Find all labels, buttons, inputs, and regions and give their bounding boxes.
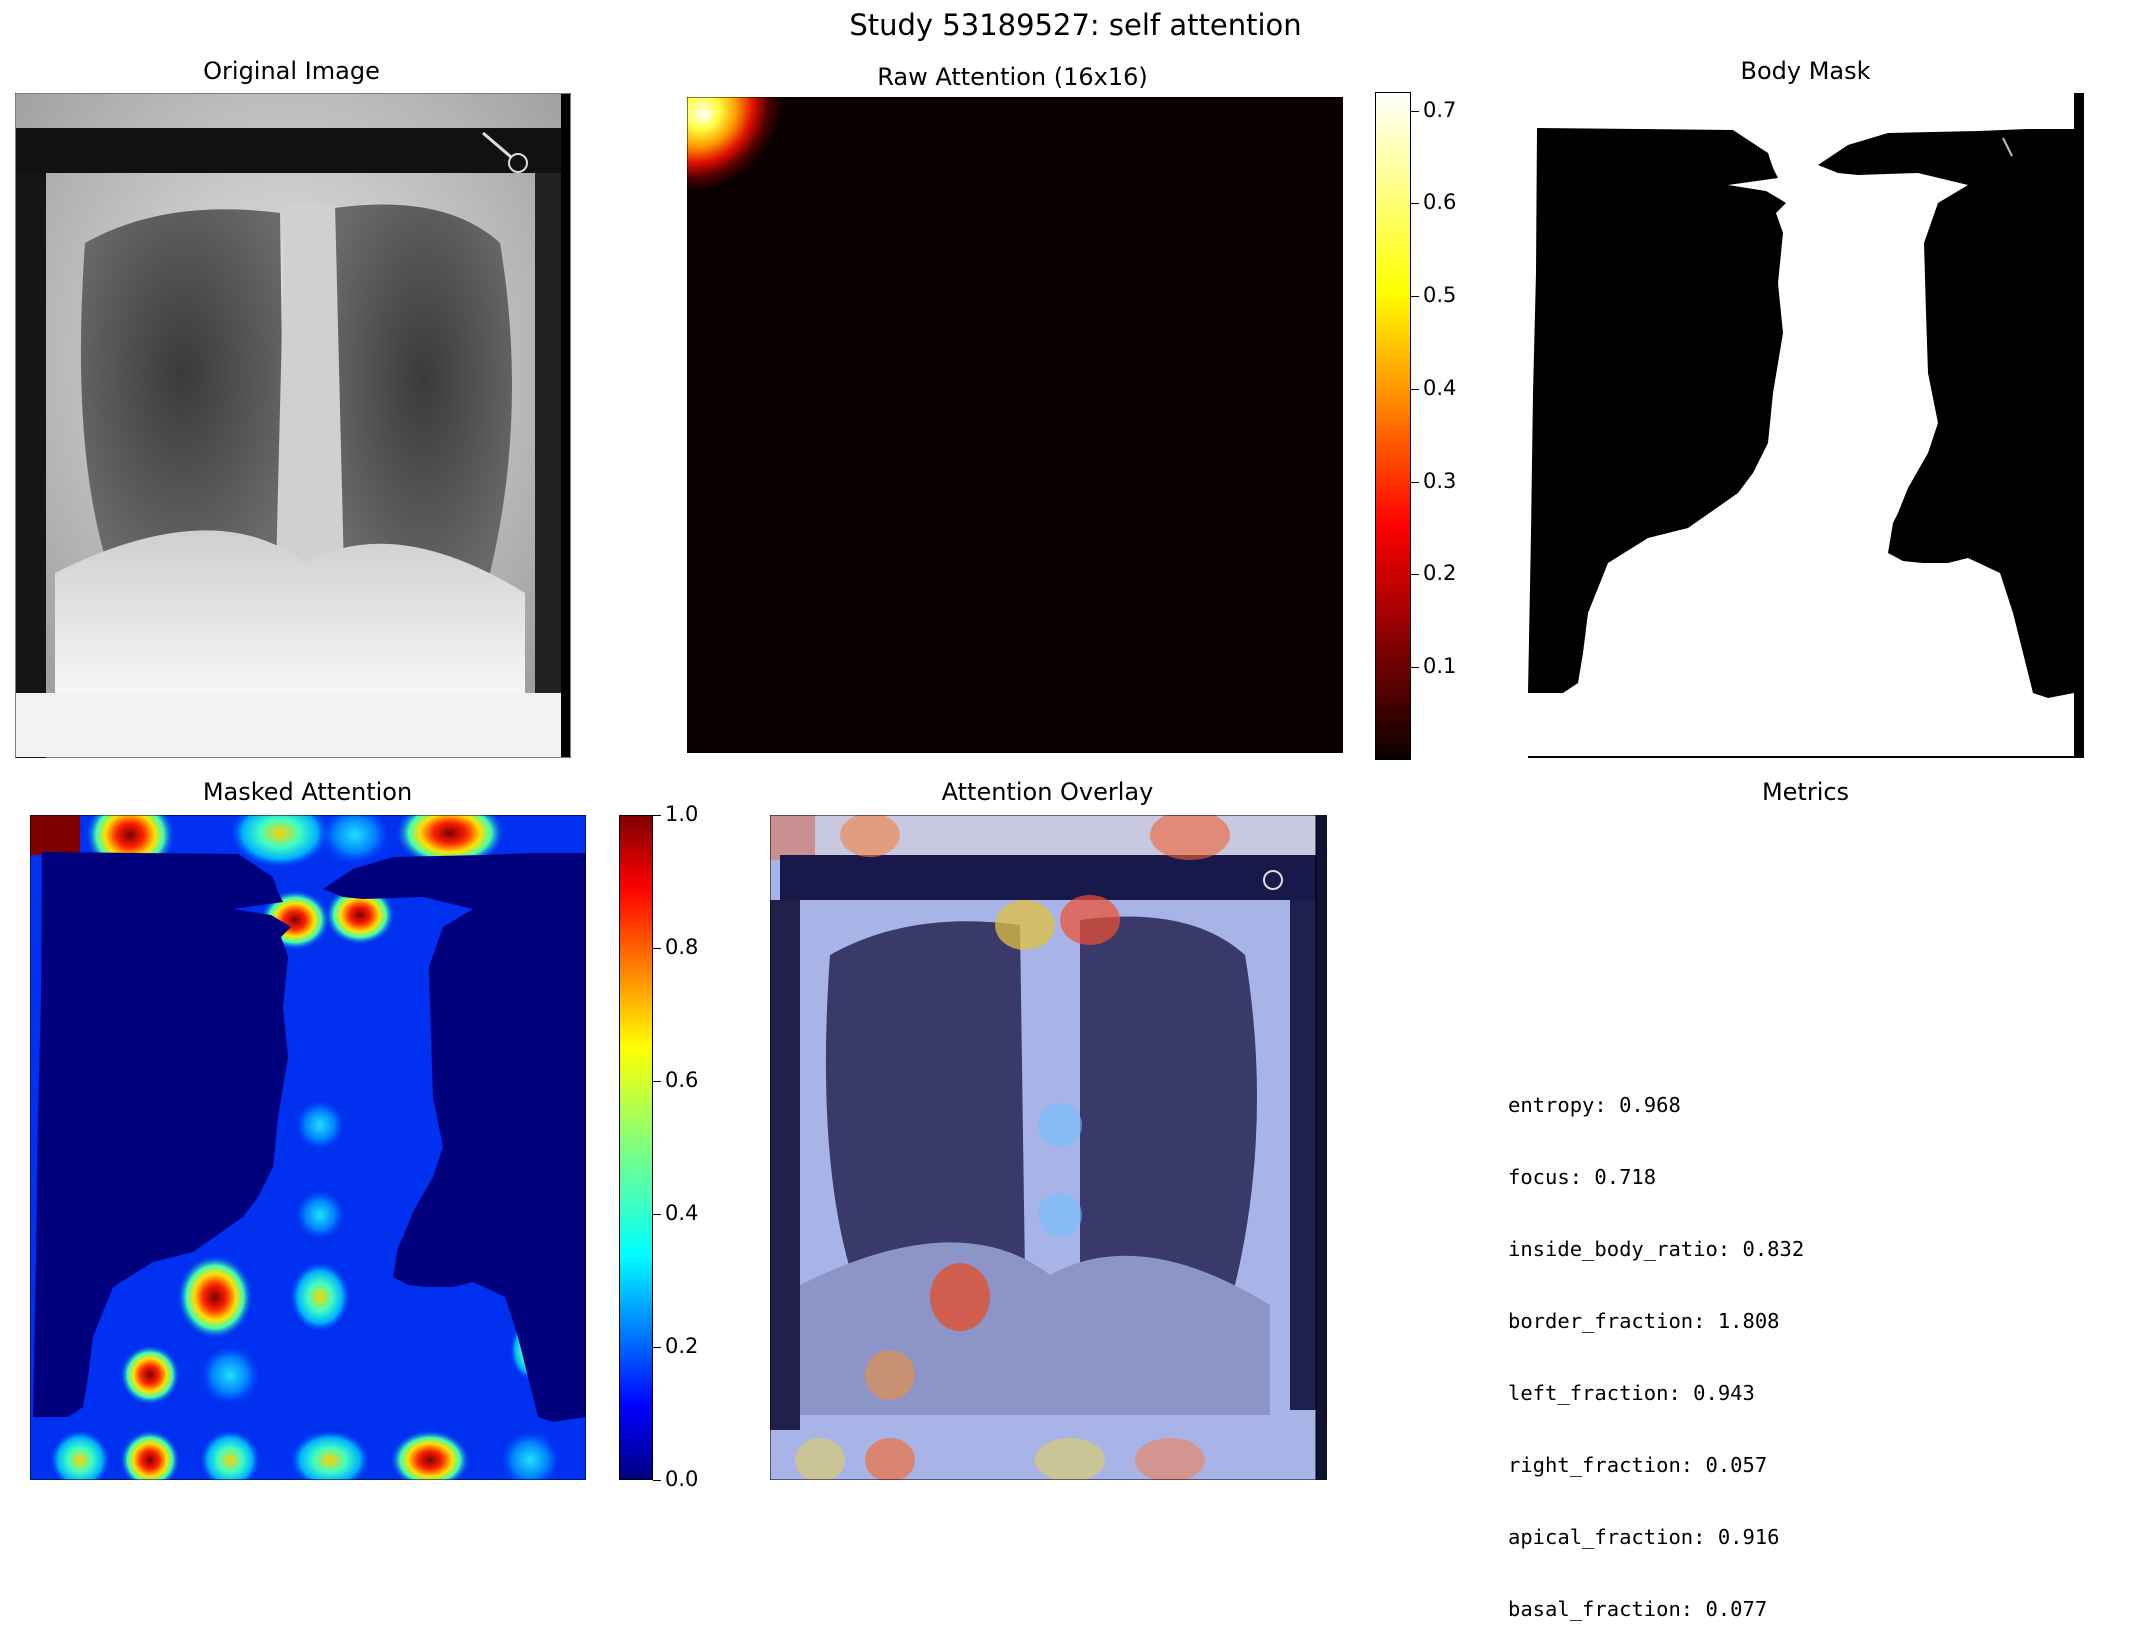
colorbar-tickmark bbox=[653, 1214, 661, 1215]
body-mask-title: Body Mask bbox=[1740, 57, 1871, 85]
original-image bbox=[15, 93, 571, 758]
original-image-title: Original Image bbox=[203, 57, 380, 85]
colorbar-tickmark bbox=[653, 1480, 661, 1481]
colorbar-tick-label: 0.2 bbox=[1423, 561, 1457, 585]
metric-entropy: entropy: 0.968 bbox=[1508, 1093, 1681, 1117]
raw-attention-heatmap bbox=[687, 97, 1343, 753]
colorbar-tick-label: 0.7 bbox=[1423, 98, 1457, 122]
metrics-title: Metrics bbox=[1761, 778, 1850, 806]
metric-apical-fraction: apical_fraction: 0.916 bbox=[1508, 1525, 1780, 1549]
metric-basal-fraction: basal_fraction: 0.077 bbox=[1508, 1597, 1768, 1621]
colorbar-tickmark bbox=[1411, 667, 1419, 668]
metric-inside-body-ratio: inside_body_ratio: 0.832 bbox=[1508, 1237, 1805, 1261]
colorbar-tick-label: 0.4 bbox=[1423, 376, 1457, 400]
attention-overlay-title: Attention Overlay bbox=[941, 778, 1154, 806]
metric-right-fraction: right_fraction: 0.057 bbox=[1508, 1453, 1768, 1477]
metric-border-fraction: border_fraction: 1.808 bbox=[1508, 1309, 1780, 1333]
colorbar-tick-label: 0.8 bbox=[665, 935, 699, 959]
colorbar-tickmark bbox=[653, 948, 661, 949]
colorbar-tick-label: 1.0 bbox=[665, 802, 699, 826]
colorbar-tickmark bbox=[1411, 296, 1419, 297]
masked-attention-heatmap bbox=[30, 815, 586, 1480]
body-mask bbox=[1528, 93, 2084, 758]
metric-left-fraction: left_fraction: 0.943 bbox=[1508, 1381, 1755, 1405]
colorbar-tick-label: 0.0 bbox=[665, 1467, 699, 1491]
colorbar-tickmark bbox=[1411, 203, 1419, 204]
colorbar-tickmark bbox=[653, 815, 661, 816]
colorbar-tickmark bbox=[653, 1347, 661, 1348]
colorbar-tick-label: 0.5 bbox=[1423, 283, 1457, 307]
colorbar-tick-label: 0.6 bbox=[665, 1068, 699, 1092]
colorbar-tick-label: 0.4 bbox=[665, 1201, 699, 1225]
metric-focus: focus: 0.718 bbox=[1508, 1165, 1657, 1189]
colorbar-tickmark bbox=[1411, 482, 1419, 483]
colorbar-tickmark bbox=[1411, 574, 1419, 575]
colorbar-tick-label: 0.1 bbox=[1423, 654, 1457, 678]
masked-attention-colorbar bbox=[619, 815, 653, 1480]
colorbar-tick-label: 0.2 bbox=[665, 1334, 699, 1358]
metrics-list: entropy: 0.968 focus: 0.718 inside_body_… bbox=[1508, 1045, 1804, 1645]
colorbar-tickmark bbox=[653, 1081, 661, 1082]
raw-attention-colorbar bbox=[1375, 92, 1411, 760]
colorbar-tickmark bbox=[1411, 111, 1419, 112]
masked-attention-title: Masked Attention bbox=[202, 778, 413, 806]
figure-title: Study 53189527: self attention bbox=[849, 8, 1302, 42]
attention-overlay bbox=[770, 815, 1327, 1480]
colorbar-tick-label: 0.6 bbox=[1423, 190, 1457, 214]
colorbar-tickmark bbox=[1411, 389, 1419, 390]
colorbar-tick-label: 0.3 bbox=[1423, 469, 1457, 493]
raw-attention-title: Raw Attention (16x16) bbox=[877, 63, 1148, 91]
